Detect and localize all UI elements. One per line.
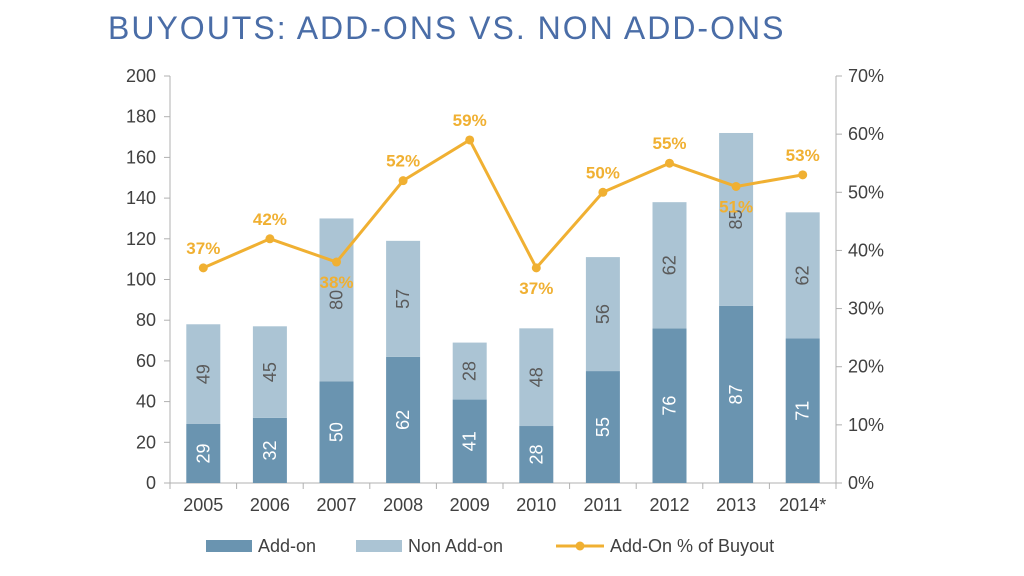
add-on-value-label: 87: [726, 384, 746, 404]
add-on-percent-label: 59%: [453, 111, 487, 130]
bar-non-add-on: [719, 132, 754, 306]
add-on-value-label: 28: [526, 444, 546, 464]
left-tick-label: 100: [126, 270, 156, 290]
add-on-value-label: 55: [593, 417, 613, 437]
x-tick-label: 2012: [649, 495, 689, 515]
add-on-percent-label: 42%: [253, 210, 287, 229]
non-add-on-value-label: 62: [660, 255, 680, 275]
bar-add-on: [186, 423, 221, 483]
bar-add-on: [785, 338, 820, 483]
x-tick-label: 2010: [516, 495, 556, 515]
add-on-percent-point: [198, 263, 208, 273]
non-add-on-value-label: 48: [526, 367, 546, 387]
bar-add-on: [719, 305, 754, 483]
add-on-percent-label: 38%: [319, 273, 353, 292]
bar-non-add-on: [585, 257, 620, 372]
x-tick-label: 2011: [584, 495, 623, 515]
add-on-percent-point: [731, 181, 741, 191]
bar-add-on: [319, 381, 354, 483]
bar-non-add-on: [519, 328, 554, 427]
non-add-on-value-label: 45: [260, 362, 280, 382]
left-tick-label: 0: [146, 473, 156, 493]
x-tick-label: 2009: [450, 495, 490, 515]
right-tick-label: 0%: [848, 473, 874, 493]
right-tick-label: 30%: [848, 299, 884, 319]
left-tick-label: 40: [136, 392, 156, 412]
non-add-on-value-label: 62: [793, 265, 813, 285]
x-tick-label: 2014*: [779, 495, 826, 515]
add-on-value-label: 41: [460, 431, 480, 451]
non-add-on-value-label: 80: [327, 290, 347, 310]
add-on-percent-label: 55%: [652, 134, 686, 153]
right-tick-label: 60%: [848, 124, 884, 144]
left-tick-label: 60: [136, 351, 156, 371]
bar-add-on: [452, 399, 487, 483]
legend-label-add-on: Add-on: [258, 536, 316, 556]
bar-non-add-on: [785, 212, 820, 339]
left-tick-label: 180: [126, 107, 156, 127]
add-on-value-label: 50: [327, 422, 347, 442]
legend-swatch-add-on: [206, 540, 252, 552]
left-tick-label: 140: [126, 188, 156, 208]
add-on-percent-point: [531, 263, 541, 273]
bar-add-on: [519, 426, 554, 483]
add-on-value-label: 32: [260, 440, 280, 460]
bar-add-on: [386, 356, 421, 483]
bar-add-on: [585, 371, 620, 483]
right-tick-label: 70%: [848, 66, 884, 86]
x-tick-label: 2008: [383, 495, 423, 515]
add-on-percent-point: [465, 135, 475, 145]
non-add-on-value-label: 28: [460, 361, 480, 381]
add-on-value-label: 71: [793, 401, 813, 421]
bar-non-add-on: [186, 324, 221, 424]
add-on-value-label: 62: [393, 410, 413, 430]
bar-non-add-on: [319, 218, 354, 382]
bar-non-add-on: [386, 240, 421, 357]
left-tick-label: 200: [126, 66, 156, 86]
add-on-value-label: 29: [193, 443, 213, 463]
add-on-value-label: 76: [660, 396, 680, 416]
non-add-on-value-label: 85: [726, 209, 746, 229]
x-tick-label: 2005: [183, 495, 223, 515]
chart-title: BUYOUTS: ADD-ONS VS. NON ADD-ONS: [108, 10, 786, 46]
legend-label-non-add-on: Non Add-on: [408, 536, 503, 556]
add-on-percent-label: 52%: [386, 152, 420, 171]
non-add-on-value-label: 49: [193, 364, 213, 384]
left-tick-label: 160: [126, 147, 156, 167]
legend-label-add-on-percent: Add-On % of Buyout: [610, 536, 774, 556]
bar-non-add-on: [252, 326, 287, 418]
right-tick-label: 20%: [848, 357, 884, 377]
legend-marker-add-on-percent: [575, 541, 585, 551]
left-tick-label: 20: [136, 432, 156, 452]
x-tick-label: 2006: [250, 495, 290, 515]
left-tick-label: 120: [126, 229, 156, 249]
legend-swatch-non-add-on: [356, 540, 402, 552]
left-tick-label: 80: [136, 310, 156, 330]
non-add-on-value-label: 56: [593, 304, 613, 324]
add-on-percent-point: [332, 257, 341, 267]
add-on-percent-point: [265, 234, 275, 244]
add-on-percent-point: [798, 170, 808, 180]
non-add-on-value-label: 57: [393, 289, 413, 309]
x-tick-label: 2013: [716, 495, 756, 515]
right-tick-label: 50%: [848, 182, 884, 202]
bar-add-on: [252, 417, 287, 483]
add-on-percent-line: [202, 138, 803, 270]
right-tick-label: 10%: [848, 415, 884, 435]
add-on-percent-point: [598, 187, 608, 197]
add-on-percent-label: 53%: [786, 146, 820, 165]
add-on-percent-label: 50%: [586, 163, 620, 182]
bar-non-add-on: [652, 202, 687, 329]
add-on-percent-point: [665, 158, 674, 168]
add-on-percent-label: 37%: [519, 279, 553, 298]
add-on-percent-point: [398, 176, 408, 186]
add-on-percent-label: 37%: [186, 239, 220, 258]
bar-non-add-on: [452, 342, 487, 400]
add-on-percent-label: 51%: [719, 197, 753, 216]
x-tick-label: 2007: [316, 495, 356, 515]
bar-add-on: [652, 328, 687, 483]
right-tick-label: 40%: [848, 240, 884, 260]
